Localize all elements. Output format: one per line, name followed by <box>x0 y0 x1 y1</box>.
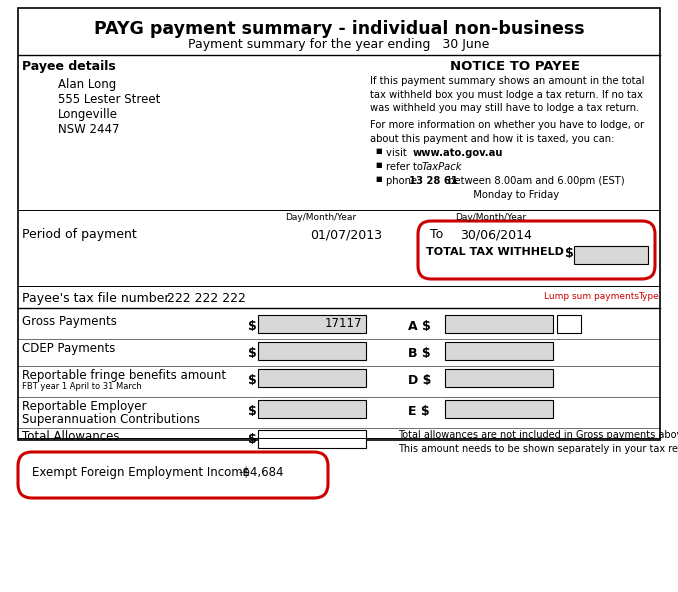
Text: $: $ <box>248 405 257 418</box>
Text: visit: visit <box>386 148 416 158</box>
Text: 17117: 17117 <box>325 317 362 330</box>
Text: Day/Month/Year: Day/Month/Year <box>455 213 526 222</box>
Text: Day/Month/Year: Day/Month/Year <box>285 213 356 222</box>
Text: If this payment summary shows an amount in the total
tax withheld box you must l: If this payment summary shows an amount … <box>370 76 645 113</box>
Text: NSW 2447: NSW 2447 <box>58 123 119 136</box>
Text: B $: B $ <box>408 347 431 360</box>
Text: Reportable fringe benefits amount: Reportable fringe benefits amount <box>22 369 226 382</box>
Text: Payment summary for the year ending   30 June: Payment summary for the year ending 30 J… <box>188 38 490 51</box>
Bar <box>445 315 553 333</box>
Bar <box>445 342 553 360</box>
Text: ■: ■ <box>375 176 382 182</box>
Text: 222 222 222: 222 222 222 <box>167 292 246 305</box>
Text: D $: D $ <box>408 374 431 387</box>
Text: ■: ■ <box>375 162 382 168</box>
FancyBboxPatch shape <box>418 221 655 279</box>
Text: between 8.00am and 6.00pm (EST)
          Monday to Friday: between 8.00am and 6.00pm (EST) Monday t… <box>442 176 624 200</box>
Text: phone: phone <box>386 176 420 186</box>
FancyBboxPatch shape <box>18 452 328 498</box>
Bar <box>258 342 366 360</box>
Text: For more information on whether you have to lodge, or
about this payment and how: For more information on whether you have… <box>370 120 644 144</box>
Text: $: $ <box>248 347 257 360</box>
Text: FBT year 1 April to 31 March: FBT year 1 April to 31 March <box>22 382 142 391</box>
Text: Superannuation Contributions: Superannuation Contributions <box>22 413 200 426</box>
Bar <box>258 430 366 448</box>
Text: To: To <box>430 228 443 241</box>
Text: 01/07/2013: 01/07/2013 <box>310 228 382 241</box>
Text: NOTICE TO PAYEE: NOTICE TO PAYEE <box>450 60 580 73</box>
Text: $: $ <box>248 320 257 333</box>
Text: Longeville: Longeville <box>58 108 118 121</box>
Text: $: $ <box>565 247 574 260</box>
Text: $: $ <box>248 433 257 446</box>
Text: ■: ■ <box>375 148 382 154</box>
Text: A $: A $ <box>408 320 431 333</box>
Bar <box>258 315 366 333</box>
Text: Total Allowances: Total Allowances <box>22 430 119 443</box>
Text: www.ato.gov.au: www.ato.gov.au <box>413 148 504 158</box>
Text: TaxPack: TaxPack <box>422 162 462 172</box>
Text: CDEP Payments: CDEP Payments <box>22 342 115 355</box>
Text: Exempt Foreign Employment Income: Exempt Foreign Employment Income <box>32 466 250 479</box>
Text: -$4,684: -$4,684 <box>238 466 283 479</box>
Text: Type: Type <box>638 292 659 301</box>
Bar <box>258 369 366 387</box>
Bar <box>445 369 553 387</box>
Text: E $: E $ <box>408 405 430 418</box>
Text: Payee details: Payee details <box>22 60 116 73</box>
Text: Period of payment: Period of payment <box>22 228 137 241</box>
Bar <box>574 246 648 264</box>
Bar <box>445 400 553 418</box>
Text: 13 28 61: 13 28 61 <box>409 176 458 186</box>
Text: 30/06/2014: 30/06/2014 <box>460 228 532 241</box>
Text: Alan Long: Alan Long <box>58 78 116 91</box>
Text: Reportable Employer: Reportable Employer <box>22 400 146 413</box>
Bar <box>557 315 581 333</box>
Text: refer to: refer to <box>386 162 429 172</box>
Text: $: $ <box>248 374 257 387</box>
Text: 555 Lester Street: 555 Lester Street <box>58 93 161 106</box>
Text: Payee's tax file number: Payee's tax file number <box>22 292 170 305</box>
Text: PAYG payment summary - individual non-business: PAYG payment summary - individual non-bu… <box>94 20 584 38</box>
Text: Lump sum payments: Lump sum payments <box>544 292 639 301</box>
Text: Total allowances are not included in Gross payments above.
This amount needs to : Total allowances are not included in Gro… <box>398 430 678 454</box>
Bar <box>258 400 366 418</box>
Bar <box>18 8 660 440</box>
Text: TOTAL TAX WITHHELD: TOTAL TAX WITHHELD <box>426 247 564 257</box>
Text: Gross Payments: Gross Payments <box>22 315 117 328</box>
